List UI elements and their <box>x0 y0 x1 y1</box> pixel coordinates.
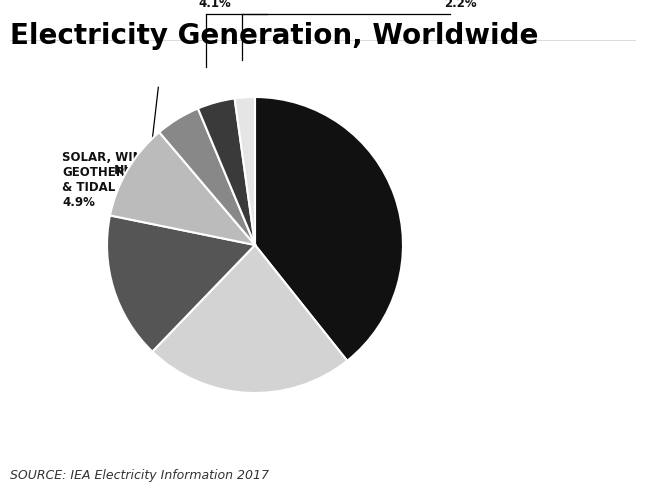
Text: SOURCE: IEA Electricity Information 2017: SOURCE: IEA Electricity Information 2017 <box>10 469 269 482</box>
Wedge shape <box>152 245 347 393</box>
Text: 22.9%: 22.9% <box>223 364 276 378</box>
Wedge shape <box>235 97 255 245</box>
Text: OTHER
2.2%: OTHER 2.2% <box>437 0 482 10</box>
Wedge shape <box>255 97 403 361</box>
Text: HYDRO: HYDRO <box>115 264 165 276</box>
Text: Electricity Generation, Worldwide: Electricity Generation, Worldwide <box>10 22 539 50</box>
Text: NUCLEAR: NUCLEAR <box>114 164 179 177</box>
Text: GAS: GAS <box>235 342 264 355</box>
Text: 39.3%: 39.3% <box>326 215 379 230</box>
Wedge shape <box>107 216 255 352</box>
Wedge shape <box>110 132 255 245</box>
Text: COAL: COAL <box>334 194 372 207</box>
Wedge shape <box>198 98 255 245</box>
Wedge shape <box>159 108 255 245</box>
Text: 16.0%: 16.0% <box>114 284 166 300</box>
Text: OIL
4.1%: OIL 4.1% <box>199 0 232 10</box>
Text: 10.6%: 10.6% <box>121 185 173 200</box>
Text: SOLAR, WIND,
GEOTHERMAL
& TIDAL
4.9%: SOLAR, WIND, GEOTHERMAL & TIDAL 4.9% <box>62 151 157 209</box>
